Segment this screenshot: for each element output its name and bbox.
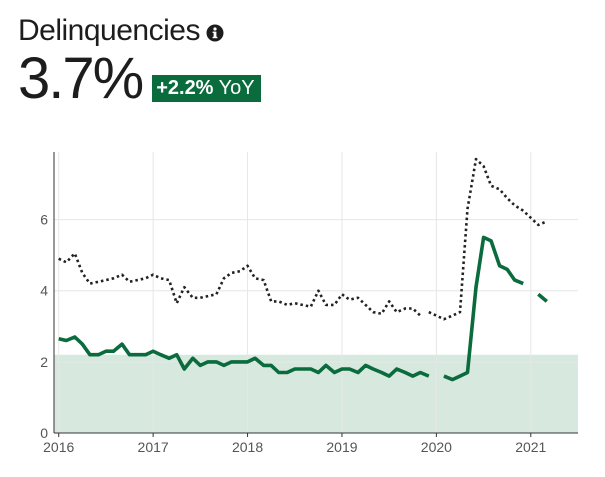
y-tick-label: 0 bbox=[40, 425, 48, 441]
x-tick-label: 2016 bbox=[43, 439, 74, 455]
metric-row: 3.7% +2.2% YoY bbox=[18, 48, 261, 110]
shaded-band bbox=[54, 354, 578, 433]
x-tick-label: 2018 bbox=[232, 439, 263, 455]
yoy-badge: +2.2% YoY bbox=[152, 75, 261, 102]
card-title: Delinquencies bbox=[18, 14, 200, 47]
yoy-delta: +2.2% bbox=[156, 77, 214, 99]
metric-value: 3.7% bbox=[18, 46, 144, 111]
x-tick-label: 2019 bbox=[326, 439, 357, 455]
solid-series-line-segment-2 bbox=[537, 292, 548, 303]
metric-header: Delinquencies 3.7% +2.2% YoY bbox=[18, 14, 261, 110]
y-tick-label: 6 bbox=[40, 212, 48, 228]
title-row: Delinquencies bbox=[18, 14, 261, 48]
x-tick-label: 2020 bbox=[421, 439, 452, 455]
yoy-suffix: YoY bbox=[218, 77, 255, 99]
y-tick-label: 4 bbox=[40, 283, 48, 299]
dotted-series-line-segment-1 bbox=[428, 157, 548, 321]
y-tick-label: 2 bbox=[40, 354, 48, 370]
solid-series-line-segment-0 bbox=[58, 335, 430, 378]
x-tick-label: 2021 bbox=[515, 439, 546, 455]
delinquency-line-chart: 0 2 4 6 2016 2017 2018 2019 2020 2021 bbox=[40, 152, 578, 455]
chart-container: 0 2 4 6 2016 2017 2018 2019 2020 2021 bbox=[0, 140, 605, 472]
solid-series-line-segment-1 bbox=[443, 235, 524, 382]
info-icon[interactable] bbox=[206, 24, 224, 42]
dotted-series-line-segment-0 bbox=[58, 252, 422, 317]
x-tick-label: 2017 bbox=[138, 439, 169, 455]
